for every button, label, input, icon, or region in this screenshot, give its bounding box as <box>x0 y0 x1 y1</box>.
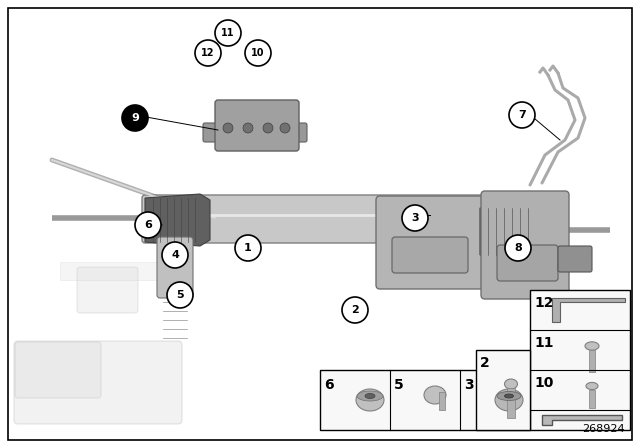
FancyBboxPatch shape <box>15 342 101 398</box>
Circle shape <box>135 212 161 238</box>
FancyBboxPatch shape <box>558 246 592 272</box>
Text: 4: 4 <box>171 250 179 260</box>
Text: 2: 2 <box>351 305 359 315</box>
Text: 10: 10 <box>534 376 554 390</box>
Ellipse shape <box>357 391 383 401</box>
FancyBboxPatch shape <box>283 123 307 142</box>
FancyBboxPatch shape <box>215 100 299 151</box>
FancyBboxPatch shape <box>157 237 193 298</box>
FancyBboxPatch shape <box>203 123 227 142</box>
Circle shape <box>223 123 233 133</box>
Circle shape <box>280 123 290 133</box>
Circle shape <box>509 102 535 128</box>
Text: 1: 1 <box>244 243 252 253</box>
Text: 11: 11 <box>534 336 554 350</box>
Circle shape <box>122 105 148 131</box>
Bar <box>320 370 530 430</box>
Ellipse shape <box>497 392 521 401</box>
Circle shape <box>195 40 221 66</box>
Circle shape <box>235 235 261 261</box>
Circle shape <box>402 205 428 231</box>
Circle shape <box>167 282 193 308</box>
Text: 10: 10 <box>252 48 265 58</box>
Text: 2: 2 <box>480 356 490 370</box>
Text: 3: 3 <box>464 378 474 392</box>
Bar <box>439 392 445 410</box>
Text: 12: 12 <box>201 48 215 58</box>
FancyBboxPatch shape <box>77 267 138 313</box>
Circle shape <box>505 235 531 261</box>
FancyBboxPatch shape <box>481 191 569 299</box>
Bar <box>507 388 515 418</box>
Ellipse shape <box>586 383 598 390</box>
FancyBboxPatch shape <box>376 196 484 289</box>
Text: 6: 6 <box>144 220 152 230</box>
FancyBboxPatch shape <box>392 237 468 273</box>
Text: 11: 11 <box>221 28 235 38</box>
Bar <box>476 350 530 430</box>
Text: 8: 8 <box>514 243 522 253</box>
FancyBboxPatch shape <box>497 245 558 281</box>
Text: 9: 9 <box>131 113 139 123</box>
Text: 3: 3 <box>411 213 419 223</box>
Circle shape <box>245 40 271 66</box>
Ellipse shape <box>504 379 518 389</box>
Ellipse shape <box>365 393 375 399</box>
Circle shape <box>342 297 368 323</box>
Circle shape <box>243 123 253 133</box>
FancyBboxPatch shape <box>142 195 488 243</box>
Circle shape <box>215 20 241 46</box>
Circle shape <box>263 123 273 133</box>
Bar <box>589 350 595 372</box>
Ellipse shape <box>504 394 513 398</box>
Polygon shape <box>480 205 540 257</box>
Polygon shape <box>552 298 625 322</box>
Text: 5: 5 <box>176 290 184 300</box>
FancyBboxPatch shape <box>14 341 182 424</box>
Circle shape <box>162 242 188 268</box>
Ellipse shape <box>424 386 446 404</box>
FancyBboxPatch shape <box>60 262 190 280</box>
Text: 12: 12 <box>534 296 554 310</box>
Polygon shape <box>542 415 622 425</box>
Bar <box>530 290 630 430</box>
Text: 5: 5 <box>394 378 404 392</box>
Bar <box>589 390 595 408</box>
Ellipse shape <box>356 389 384 411</box>
Text: 6: 6 <box>324 378 333 392</box>
Text: 7: 7 <box>518 110 526 120</box>
Ellipse shape <box>585 342 599 350</box>
Text: 268924: 268924 <box>582 424 625 434</box>
Polygon shape <box>145 194 210 246</box>
Ellipse shape <box>495 389 523 411</box>
